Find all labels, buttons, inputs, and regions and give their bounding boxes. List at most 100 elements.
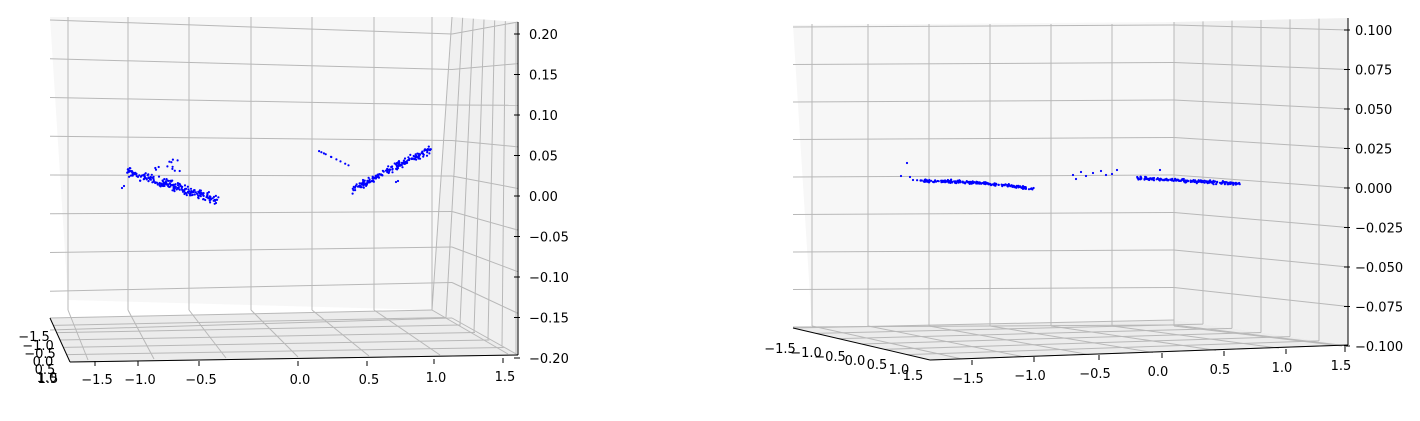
left-point	[167, 179, 170, 182]
left-point	[377, 176, 381, 179]
right-point	[1139, 175, 1142, 178]
left-point	[128, 170, 131, 173]
left-point	[178, 182, 181, 185]
right-point	[1151, 178, 1154, 181]
left-y-tick-label: 1.0	[37, 371, 58, 386]
left-point	[347, 164, 350, 167]
left-z-tick-label: 0.10	[529, 109, 558, 124]
left-point	[409, 153, 412, 156]
left-z-tick-label: −0.15	[529, 312, 569, 327]
left-z-tick-label: −0.05	[529, 231, 569, 246]
left-floor-xgrid	[67, 309, 89, 361]
right-point	[1213, 180, 1216, 183]
left-point	[376, 175, 379, 178]
right-point	[986, 182, 989, 185]
left-point	[212, 195, 216, 198]
left-back-hgrid	[49, 246, 453, 253]
left-point	[420, 152, 423, 155]
right-point	[965, 180, 968, 183]
left-point	[183, 184, 187, 187]
left-point	[190, 190, 193, 193]
right-x-tick-label: 1.5	[1331, 359, 1352, 374]
right-point	[976, 182, 980, 185]
right-back-hgrid	[792, 137, 1175, 140]
right-x-tick-label: 0.5	[1210, 363, 1231, 378]
left-point	[379, 173, 382, 176]
right-point	[1003, 183, 1006, 186]
right-y-tick-label: 1.0	[889, 363, 910, 378]
left-side-hgrid	[451, 317, 519, 356]
left-point	[351, 192, 354, 195]
left-point	[330, 155, 333, 159]
right-point	[1029, 187, 1032, 190]
right-y-tick-label: 0.0	[845, 354, 866, 369]
left-point	[386, 171, 389, 174]
left-point	[170, 161, 173, 164]
left-point	[169, 185, 172, 188]
right-point	[959, 181, 962, 184]
right-point	[1074, 177, 1078, 181]
right-point	[1017, 186, 1020, 189]
left-point	[413, 155, 416, 158]
left-x-tick-label: 1.5	[495, 370, 516, 385]
left-point	[188, 190, 191, 193]
right-z-tick-label: −0.050	[1355, 261, 1403, 276]
left-point	[176, 182, 179, 185]
left-point	[202, 192, 205, 195]
right-point	[961, 181, 965, 184]
left-point	[122, 184, 126, 188]
right-point	[963, 181, 967, 184]
right-side-hgrid	[1173, 324, 1349, 347]
left-point	[129, 167, 132, 170]
left-point	[368, 179, 371, 182]
right-floor-ygrid	[907, 340, 1320, 356]
left-point	[404, 160, 407, 163]
left-point	[395, 167, 398, 170]
left-point	[168, 182, 172, 185]
left-point	[211, 197, 214, 200]
right-z-tick-label: −0.100	[1355, 340, 1403, 355]
right-back-hgrid	[792, 24, 1175, 28]
right-z-tick-label: −0.025	[1355, 222, 1403, 237]
left-x-tick-label: −1.0	[124, 373, 156, 388]
right-point	[1115, 168, 1119, 172]
right-point	[1170, 179, 1174, 182]
right-point	[1011, 185, 1015, 188]
right-point	[1175, 179, 1178, 182]
left-point	[189, 194, 192, 197]
left-side-vgrid	[431, 16, 453, 311]
right-point	[980, 182, 983, 185]
right-back-hgrid	[792, 249, 1175, 253]
left-point	[407, 156, 410, 159]
right-point	[994, 184, 997, 187]
left-side-pane	[432, 17, 518, 355]
right-point	[1185, 181, 1188, 184]
left-point	[202, 198, 205, 201]
left-point	[367, 176, 370, 179]
left-point	[354, 184, 357, 188]
right-y-tick-label: 0.5	[867, 358, 888, 373]
left-point	[126, 168, 129, 171]
left-point	[167, 183, 170, 186]
left-z-tick-label: −0.10	[529, 271, 569, 286]
left-point	[143, 175, 146, 178]
left-point	[387, 168, 390, 171]
left-point	[143, 177, 146, 180]
left-point	[362, 180, 365, 184]
left-point	[402, 159, 405, 162]
left-y-tick-label: 0.5	[35, 363, 56, 378]
right-point	[967, 181, 971, 184]
right-floor-ygrid	[838, 327, 1233, 340]
left-point	[173, 187, 176, 190]
left-point	[320, 151, 323, 154]
left-y-tick-labels: −1.5−1.0−0.50.00.51.01.5	[18, 330, 58, 387]
right-point	[926, 179, 929, 182]
left-point	[370, 179, 373, 183]
right-floor-ygrid	[792, 319, 1175, 329]
right-point	[1079, 170, 1083, 174]
right-point	[928, 180, 931, 183]
left-side-hgrid	[451, 63, 519, 70]
left-point	[388, 170, 391, 173]
right-point	[937, 180, 940, 183]
right-x-tick-label: 0.0	[1148, 365, 1169, 380]
